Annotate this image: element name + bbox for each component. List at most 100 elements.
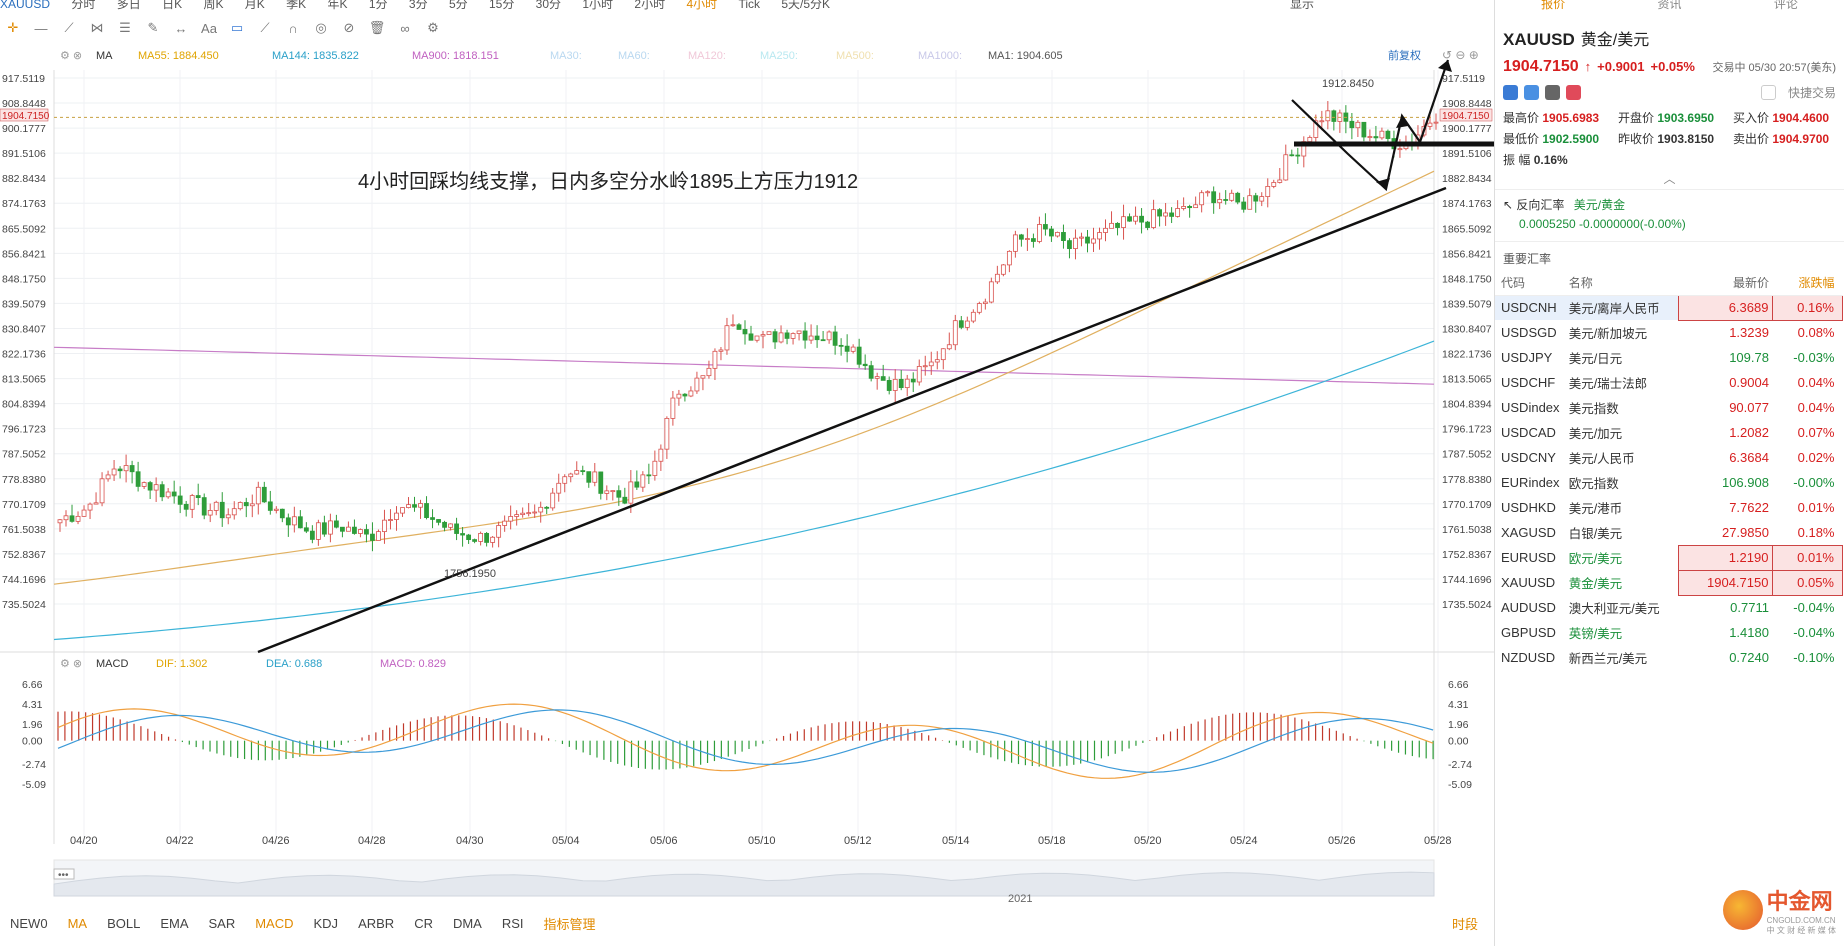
table-row[interactable]: EURUSD 欧元/美元 1.2190 0.01% bbox=[1495, 544, 1843, 571]
share-icon[interactable] bbox=[1524, 85, 1539, 100]
hide-icon[interactable]: ⊘ bbox=[343, 20, 355, 35]
ma120-legend: MA120: bbox=[688, 50, 726, 62]
quick-trade-button[interactable]: 快捷交易 bbox=[1787, 86, 1836, 100]
candle-body bbox=[81, 509, 87, 517]
period-item[interactable]: 15分 bbox=[488, 0, 515, 10]
reverse-values: 0.0005250 -0.0000000(-0.00%) bbox=[1519, 217, 1686, 231]
fib-tool-icon[interactable]: ⋈ bbox=[90, 20, 104, 35]
collapse-icon[interactable]: ︿ bbox=[1663, 172, 1676, 186]
period-item-active[interactable]: 4小时 bbox=[686, 0, 718, 10]
y-tick-right: 1839.5079 bbox=[1442, 298, 1492, 310]
text-tool-icon[interactable]: Aa bbox=[201, 20, 217, 36]
col-code[interactable]: 代码 bbox=[1495, 271, 1569, 296]
candle-body bbox=[99, 478, 105, 504]
trash-icon[interactable]: 🗑 bbox=[368, 20, 386, 35]
period-item[interactable]: Tick bbox=[738, 0, 761, 10]
link-icon[interactable]: ∞ bbox=[400, 20, 410, 36]
ma900-line bbox=[53, 346, 1435, 385]
row-name: 美元/离岸人民币 bbox=[1568, 302, 1660, 317]
chart-area[interactable]: ⚙ ⊗ MA MA55: 1884.450 MA144: 1835.822 MA… bbox=[0, 44, 1494, 944]
ray-tool-icon[interactable]: ⟋ bbox=[64, 20, 74, 35]
period-item[interactable]: 周K bbox=[203, 0, 224, 10]
table-row[interactable]: USDCNY 美元/人民币 6.3684 0.02% bbox=[1495, 445, 1843, 470]
globe-icon[interactable] bbox=[1503, 85, 1518, 100]
arrow-tool-icon[interactable]: ↔ bbox=[174, 20, 188, 36]
table-row[interactable]: USDJPY 美元/日元 109.78 -0.03% bbox=[1495, 345, 1843, 370]
note-icon[interactable] bbox=[1545, 85, 1560, 100]
tab-news[interactable]: 资讯 bbox=[1657, 0, 1682, 10]
line-tool-icon[interactable]: — bbox=[34, 20, 48, 36]
high-marker: 1912.8450 bbox=[1322, 78, 1374, 90]
table-row[interactable]: USDCNH 美元/离岸人民币 6.3689 0.16% bbox=[1495, 294, 1843, 321]
table-row[interactable]: GBPUSD 英镑/美元 1.4180 -0.04% bbox=[1495, 620, 1843, 645]
brush-tool-icon[interactable]: ⟋ bbox=[260, 20, 270, 35]
eye-icon[interactable]: ◎ bbox=[315, 20, 327, 35]
col-last[interactable]: 最新价 bbox=[1678, 271, 1773, 296]
reverse-link[interactable]: 美元/黄金 bbox=[1573, 198, 1626, 212]
table-row[interactable]: XAGUSD 白银/美元 27.9850 0.18% bbox=[1495, 520, 1843, 545]
period-item[interactable]: 分时 bbox=[71, 0, 96, 10]
magnet-icon[interactable]: ∩ bbox=[288, 20, 298, 36]
indicator-tab[interactable]: BOLL bbox=[107, 915, 141, 931]
col-name[interactable]: 名称 bbox=[1568, 271, 1679, 296]
period-item[interactable]: 季K bbox=[286, 0, 307, 10]
comment-tool-icon[interactable]: ▭ bbox=[230, 20, 244, 35]
period-item[interactable]: 5天/5分K bbox=[781, 0, 831, 10]
indicator-tab[interactable]: RSI bbox=[501, 915, 524, 931]
symbol-label[interactable]: XAUUSD bbox=[0, 0, 51, 10]
indicator-tab[interactable]: KDJ bbox=[313, 915, 339, 931]
table-row[interactable]: USDindex 美元指数 90.077 0.04% bbox=[1495, 395, 1843, 420]
period-item[interactable]: 2小时 bbox=[634, 0, 666, 10]
period-item[interactable]: 年K bbox=[327, 0, 348, 10]
pen-tool-icon[interactable]: ✎ bbox=[147, 20, 159, 35]
table-row[interactable]: AUDUSD 澳大利亚元/美元 0.7711 -0.04% bbox=[1495, 595, 1843, 620]
macd-legend: ⚙ ⊗ MACD DIF: 1.302 DEA: 0.688 MACD: 0.8… bbox=[60, 658, 446, 670]
indicator-tab[interactable]: EMA bbox=[160, 915, 189, 931]
candle-body bbox=[970, 311, 976, 322]
table-row[interactable]: USDCHF 美元/瑞士法郎 0.9004 0.04% bbox=[1495, 370, 1843, 395]
indicator-tab[interactable]: DMA bbox=[452, 915, 482, 931]
table-row[interactable]: EURindex 欧元指数 106.908 -0.00% bbox=[1495, 470, 1843, 495]
period-item[interactable]: 1分 bbox=[368, 0, 388, 10]
display-menu[interactable]: 显示 bbox=[1290, 0, 1315, 10]
indicator-tab[interactable]: CR bbox=[414, 915, 433, 931]
table-row[interactable]: USDCAD 美元/加元 1.2082 0.07% bbox=[1495, 420, 1843, 445]
current-price-badge-right bbox=[1439, 108, 1493, 122]
y-tick-left: 830.8407 bbox=[2, 323, 46, 335]
period-item[interactable]: 日K bbox=[162, 0, 183, 10]
period-item[interactable]: 多日 bbox=[116, 0, 141, 10]
col-pct[interactable]: 涨跌幅 bbox=[1772, 271, 1843, 296]
candle-body bbox=[736, 324, 742, 330]
price-chart[interactable]: ⚙ ⊗ MA MA55: 1884.450 MA144: 1835.822 MA… bbox=[0, 44, 1494, 905]
period-item[interactable]: 3分 bbox=[408, 0, 428, 10]
table-row[interactable]: USDHKD 美元/港币 7.7622 0.01% bbox=[1495, 495, 1843, 520]
candle-body bbox=[1139, 215, 1144, 223]
table-row[interactable]: XAUUSD 黄金/美元 1904.7150 0.05% bbox=[1495, 569, 1843, 596]
candle-body bbox=[406, 504, 411, 509]
crosshair-icon[interactable]: ✛ bbox=[7, 20, 19, 35]
candle-body bbox=[802, 330, 808, 341]
period-item[interactable]: 1小时 bbox=[582, 0, 614, 10]
bell-icon[interactable] bbox=[1760, 85, 1776, 100]
indicator-tab[interactable]: NEW0 bbox=[10, 915, 48, 931]
candle-body bbox=[1079, 236, 1084, 239]
projection-arrow bbox=[1291, 59, 1450, 192]
table-row[interactable]: NZDUSD 新西兰元/美元 0.7240 -0.10% bbox=[1495, 645, 1843, 670]
favorite-icon[interactable] bbox=[1566, 85, 1581, 100]
settings-icon[interactable]: ⚙ bbox=[427, 20, 439, 35]
channel-tool-icon[interactable]: ☰ bbox=[119, 20, 131, 35]
candle-body bbox=[496, 525, 502, 538]
tab-quote[interactable]: 报价 bbox=[1541, 0, 1566, 10]
indicator-tab[interactable]: ARBR bbox=[358, 915, 395, 931]
indicator-manager[interactable]: 指标管理 bbox=[543, 916, 596, 932]
period-item[interactable]: 月K bbox=[244, 0, 265, 10]
table-row[interactable]: USDSGD 美元/新加坡元 1.3239 0.08% bbox=[1495, 320, 1843, 345]
indicator-tab-macd[interactable]: MACD bbox=[255, 915, 294, 931]
period-item[interactable]: 5分 bbox=[448, 0, 468, 10]
tab-comments[interactable]: 评论 bbox=[1773, 0, 1798, 10]
period-item[interactable]: 30分 bbox=[535, 0, 562, 10]
session-button[interactable]: 时段 bbox=[1451, 916, 1478, 932]
indicator-tab[interactable]: SAR bbox=[208, 915, 236, 931]
low-marker: 1756.1950 bbox=[444, 568, 496, 580]
indicator-tab-ma[interactable]: MA bbox=[67, 915, 88, 931]
